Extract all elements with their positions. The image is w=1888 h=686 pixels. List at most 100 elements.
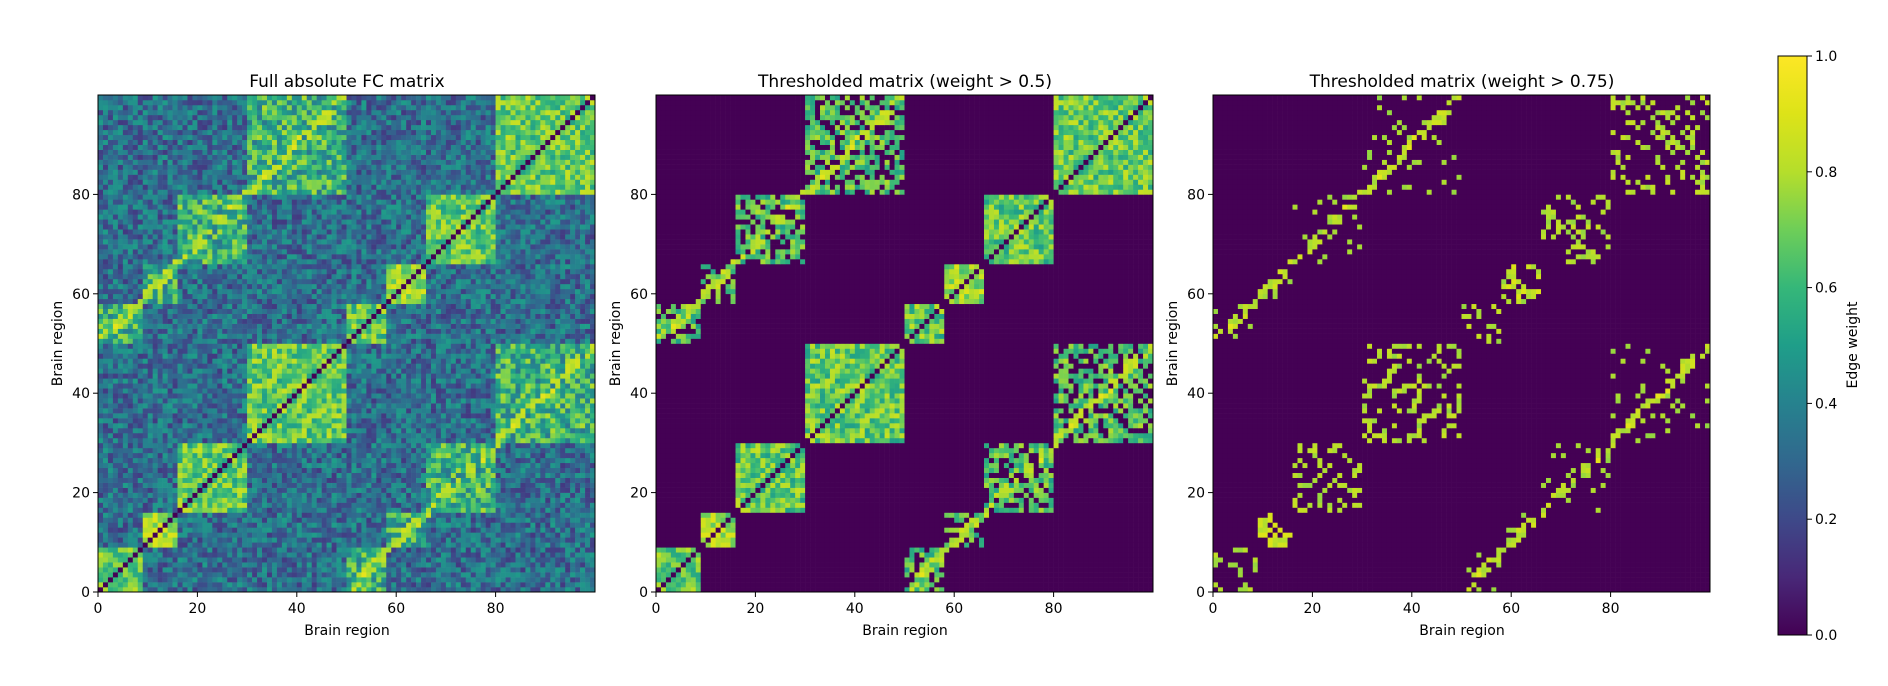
- heatmap-cell: [461, 577, 466, 582]
- heatmap-cell: [327, 463, 332, 468]
- heatmap-cell: [312, 577, 317, 582]
- heatmap-cell: [575, 388, 580, 393]
- heatmap-cell: [396, 552, 401, 557]
- heatmap-cell: [471, 463, 476, 468]
- heatmap-cell: [421, 483, 426, 488]
- heatmap-cell: [332, 463, 337, 468]
- heatmap-cell: [207, 368, 212, 373]
- heatmap-cell: [391, 344, 396, 349]
- heatmap-cell: [366, 537, 371, 542]
- heatmap-cell: [138, 353, 143, 358]
- heatmap-cell: [436, 413, 441, 418]
- heatmap-cell: [446, 413, 451, 418]
- heatmap-cell: [466, 453, 471, 458]
- heatmap-cell: [456, 552, 461, 557]
- heatmap-cell: [247, 582, 252, 587]
- heatmap-cell: [351, 512, 356, 517]
- heatmap-cell: [401, 448, 406, 453]
- heatmap-cell: [128, 433, 133, 438]
- heatmap-cell: [511, 398, 516, 403]
- heatmap-cell: [515, 473, 520, 478]
- heatmap-cell: [337, 478, 342, 483]
- heatmap-cell: [496, 353, 501, 358]
- heatmap-cell: [347, 493, 352, 498]
- heatmap-cell: [312, 572, 317, 577]
- heatmap-cell: [168, 493, 173, 498]
- heatmap-cell: [386, 493, 391, 498]
- heatmap-cell: [312, 393, 317, 398]
- heatmap-cell: [327, 522, 332, 527]
- heatmap-cell: [307, 423, 312, 428]
- heatmap-cell: [511, 344, 516, 349]
- heatmap-cell: [153, 473, 158, 478]
- heatmap-cell: [317, 473, 322, 478]
- heatmap-cell: [163, 393, 168, 398]
- heatmap-cell: [575, 368, 580, 373]
- heatmap-cell: [153, 557, 158, 562]
- heatmap-cell: [287, 512, 292, 517]
- heatmap-cell: [491, 408, 496, 413]
- heatmap-cell: [113, 532, 118, 537]
- heatmap-cell: [476, 567, 481, 572]
- heatmap-cell: [396, 498, 401, 503]
- heatmap-cell: [128, 393, 133, 398]
- heatmap-cell: [501, 463, 506, 468]
- heatmap-cell: [163, 552, 168, 557]
- heatmap-cell: [317, 512, 322, 517]
- heatmap-cell: [247, 428, 252, 433]
- heatmap-cell: [163, 378, 168, 383]
- heatmap-cell: [202, 413, 207, 418]
- heatmap-cell: [565, 383, 570, 388]
- heatmap-cell: [267, 443, 272, 448]
- heatmap-cell: [173, 463, 178, 468]
- heatmap-cell: [486, 542, 491, 547]
- heatmap-cell: [98, 567, 103, 572]
- heatmap-cell: [456, 572, 461, 577]
- heatmap-cell: [322, 572, 327, 577]
- heatmap-cell: [501, 508, 506, 513]
- heatmap-cell: [461, 582, 466, 587]
- heatmap-cell: [511, 577, 516, 582]
- heatmap-cell: [347, 552, 352, 557]
- heatmap-cell: [237, 473, 242, 478]
- heatmap-cell: [118, 448, 123, 453]
- heatmap-cell: [446, 418, 451, 423]
- heatmap-cell: [555, 537, 560, 542]
- heatmap-cell: [575, 378, 580, 383]
- heatmap-cell: [580, 508, 585, 513]
- heatmap-cell: [347, 448, 352, 453]
- heatmap-cell: [560, 363, 565, 368]
- heatmap-cell: [580, 403, 585, 408]
- heatmap-cell: [282, 498, 287, 503]
- heatmap-cell: [98, 358, 103, 363]
- heatmap-cell: [173, 577, 178, 582]
- heatmap-cell: [506, 503, 511, 508]
- heatmap-cell: [307, 383, 312, 388]
- heatmap-cell: [585, 468, 590, 473]
- heatmap-cell: [371, 512, 376, 517]
- heatmap-cell: [128, 517, 133, 522]
- heatmap-cell: [297, 398, 302, 403]
- heatmap-cell: [416, 577, 421, 582]
- heatmap-cell: [217, 522, 222, 527]
- heatmap-cell: [133, 483, 138, 488]
- heatmap-cell: [227, 423, 232, 428]
- heatmap-cell: [511, 453, 516, 458]
- heatmap-cell: [277, 413, 282, 418]
- heatmap-cell: [123, 488, 128, 493]
- heatmap-cell: [451, 363, 456, 368]
- heatmap-cell: [381, 517, 386, 522]
- heatmap-cell: [585, 418, 590, 423]
- heatmap-cell: [98, 353, 103, 358]
- heatmap-cell: [476, 503, 481, 508]
- heatmap-cell: [292, 577, 297, 582]
- heatmap-cell: [133, 478, 138, 483]
- heatmap-cell: [332, 498, 337, 503]
- heatmap-cell: [163, 572, 168, 577]
- heatmap-cell: [332, 448, 337, 453]
- heatmap-cell: [158, 532, 163, 537]
- heatmap-cell: [143, 438, 148, 443]
- heatmap-cell: [202, 577, 207, 582]
- heatmap-cell: [426, 532, 431, 537]
- heatmap-cell: [168, 508, 173, 513]
